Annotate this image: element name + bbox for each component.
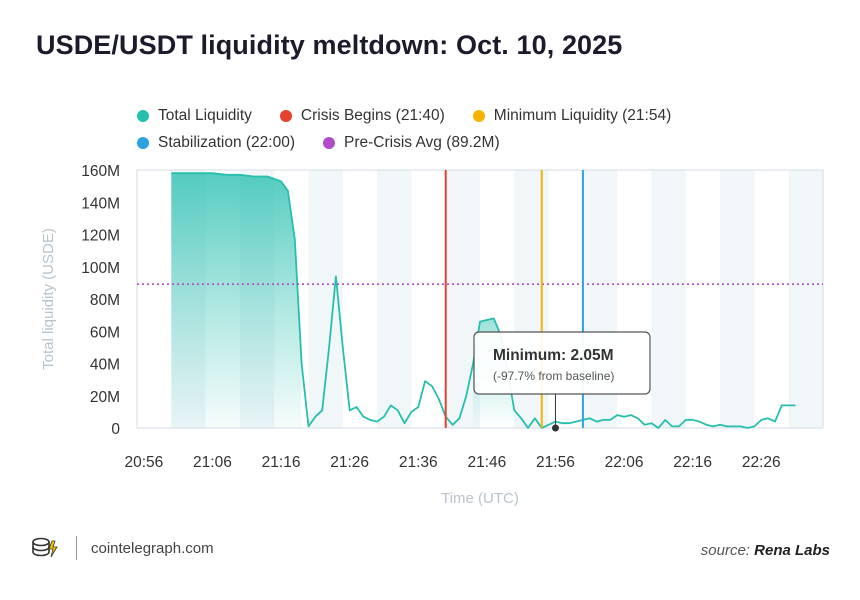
legend-label-minimum-liquidity: Minimum Liquidity (21:54) [493,106,672,124]
brand[interactable]: cointelegraph.com [30,536,214,560]
legend-item-total-liquidity[interactable]: Total Liquidity [137,107,252,125]
annotation-box [473,331,651,395]
annotation-subtitle: (-97.7% from baseline) [493,369,614,383]
y-tick-label: 100M [81,260,120,277]
legend-swatch-crisis-begins [279,109,292,122]
source-prefix: source: [700,542,750,559]
legend-swatch-minimum-liquidity [472,109,485,122]
legend-swatch-pre-crisis-avg [323,136,335,149]
source-name: Rena Labs [754,542,830,559]
legend-swatch-total-liquidity [137,109,149,122]
y-tick-label: 160M [81,163,120,180]
y-tick-label: 40M [90,357,120,374]
chart-plot: 0 20M 40M 60M 80M 100M 120M 140M 160M 20:56 21:06… [40,163,824,507]
chart-legend: Total Liquidity Crisis Begins (21:40) Mi… [137,102,777,156]
x-tick-label: 21:16 [262,454,301,471]
x-tick-label: 22:26 [742,454,781,471]
x-tick-label: 21:56 [536,454,575,471]
grid-band [651,170,686,428]
y-tick-label: 80M [90,292,120,309]
y-axis-label: Total liquidity (USDE) [40,228,57,370]
footer: cointelegraph.com source: Rena Labs [30,536,830,566]
brand-separator [76,536,77,560]
y-tick-label: 140M [81,195,120,212]
legend-label-total-liquidity: Total Liquidity [158,106,252,124]
brand-url[interactable]: cointelegraph.com [91,539,214,557]
x-axis-label: Time (UTC) [441,490,519,507]
x-tick-label: 21:46 [467,454,506,471]
x-tick-label: 21:06 [193,454,232,471]
y-tick-label: 20M [90,389,120,406]
x-tick-label: 22:16 [673,454,712,471]
legend-item-pre-crisis-avg[interactable]: Pre-Crisis Avg (89.2M) [323,134,500,152]
liquidity-area-fill [171,173,302,428]
y-axis-ticks: 0 20M 40M 60M 80M 100M 120M 140M 160M [81,163,120,438]
grid-band [377,170,412,428]
x-tick-label: 22:06 [605,454,644,471]
legend-item-stabilization[interactable]: Stabilization (22:00) [137,134,295,152]
y-tick-label: 120M [81,228,120,245]
grid-band [788,170,823,428]
legend-swatch-stabilization [137,136,149,149]
minimum-annotation: Minimum: 2.05M (-97.7% from baseline) [473,331,651,432]
legend-item-minimum-liquidity[interactable]: Minimum Liquidity (21:54) [472,106,672,125]
y-tick-label: 60M [90,324,120,341]
legend-item-crisis-begins[interactable]: Crisis Begins (21:40) [279,106,445,125]
legend-label-pre-crisis-avg: Pre-Crisis Avg (89.2M) [344,133,500,151]
legend-label-stabilization: Stabilization (22:00) [158,133,295,151]
cointelegraph-logo-icon [32,537,58,558]
x-axis-ticks: 20:56 21:06 21:16 21:26 21:36 21:46 21:56 22:06… [124,454,780,471]
chart-title: USDE/USDT liquidity meltdown: Oct. 10, 2… [36,30,623,60]
x-tick-label: 21:26 [330,454,369,471]
x-tick-label: 21:36 [399,454,438,471]
source-credit: source: Rena Labs [701,542,830,559]
grid-band [720,170,755,428]
annotation-title: Minimum: 2.05M [493,347,614,364]
x-tick-label: 20:56 [124,454,163,471]
legend-label-crisis-begins: Crisis Begins (21:40) [300,106,445,124]
minimum-point [551,424,559,432]
y-tick-label: 0 [111,421,120,438]
